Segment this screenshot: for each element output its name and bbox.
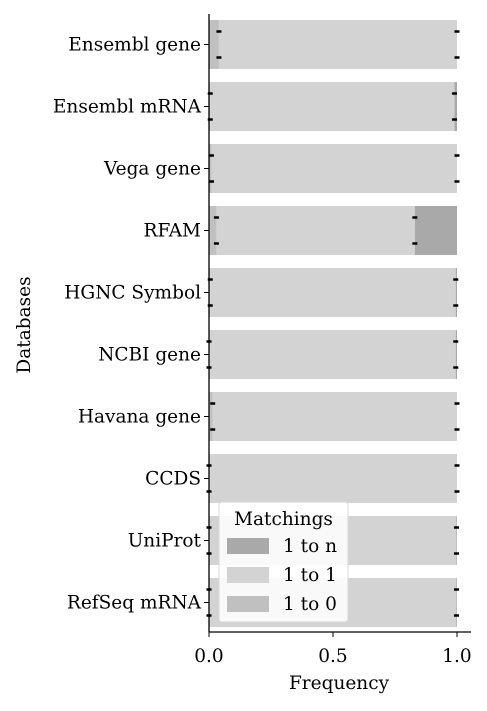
y-tick-label-rfam: RFAM	[144, 221, 201, 242]
legend-swatch-1-to-n	[227, 538, 269, 554]
y-tick-label-vega-gene: Vega gene	[103, 159, 201, 180]
bar-ensembl-mrna-1-to-1	[210, 82, 455, 131]
y-tick-label-uniprot: UniProt	[128, 531, 202, 552]
bar-ncbi-gene-1-to-n	[455, 330, 457, 379]
x-tick-label-2: 1.0	[442, 646, 471, 667]
y-tick-label-refseq-mrna: RefSeq mRNA	[67, 593, 202, 614]
bar-ensembl-gene-1-to-0	[209, 20, 219, 69]
x-tick-label-1: 0.5	[318, 646, 347, 667]
x-axis-label: Frequency	[289, 673, 390, 694]
y-tick-label-hgnc-symbol: HGNC Symbol	[64, 283, 201, 304]
bar-rfam-1-to-1	[216, 206, 415, 255]
bar-havana-gene-1-to-1	[212, 392, 457, 441]
legend-swatch-1-to-1	[227, 567, 269, 583]
bar-havana-gene-1-to-0	[209, 392, 213, 441]
bar-refseq-mrna-1-to-n	[456, 578, 457, 627]
bar-ncbi-gene-1-to-1	[209, 330, 456, 379]
bar-rfam-1-to-n	[414, 206, 457, 255]
bar-hgnc-symbol-1-to-1	[210, 268, 456, 317]
bar-hgnc-symbol-1-to-n	[455, 268, 457, 317]
bar-ensembl-mrna-1-to-n	[454, 82, 457, 131]
y-tick-label-ensembl-gene: Ensembl gene	[68, 35, 201, 56]
legend-label-1-to-1: 1 to 1	[283, 565, 337, 586]
y-tick-label-havana-gene: Havana gene	[78, 407, 201, 428]
bar-ccds-1-to-1	[209, 454, 457, 503]
legend-title: Matchings	[234, 509, 333, 530]
legend-swatch-1-to-0	[227, 596, 269, 612]
legend-label-1-to-0: 1 to 0	[283, 594, 337, 615]
axes-layer	[204, 14, 471, 637]
labels-layer: Ensembl gene Ensembl mRNA Vega gene RFAM HGN…	[14, 35, 472, 695]
legend-label-1-to-n: 1 to n	[283, 536, 337, 557]
bar-vega-gene-1-to-0	[209, 144, 212, 193]
bar-rfam-1-to-0	[209, 206, 217, 255]
bar-vega-gene-1-to-1	[211, 144, 457, 193]
y-axis-label: Databases	[14, 276, 35, 373]
legend-frame	[218, 501, 349, 623]
y-tick-label-ensembl-mrna: Ensembl mRNA	[53, 97, 202, 118]
bar-ensembl-gene-1-to-1	[218, 20, 457, 69]
x-tick-label-0: 0.0	[194, 646, 223, 667]
y-tick-label-ccds: CCDS	[145, 469, 201, 490]
bar-uniprot-1-to-n	[456, 516, 457, 565]
legend: Matchings 1 to n 1 to 1 1 to 0	[218, 501, 349, 623]
y-tick-label-ncbi-gene: NCBI gene	[98, 345, 201, 366]
